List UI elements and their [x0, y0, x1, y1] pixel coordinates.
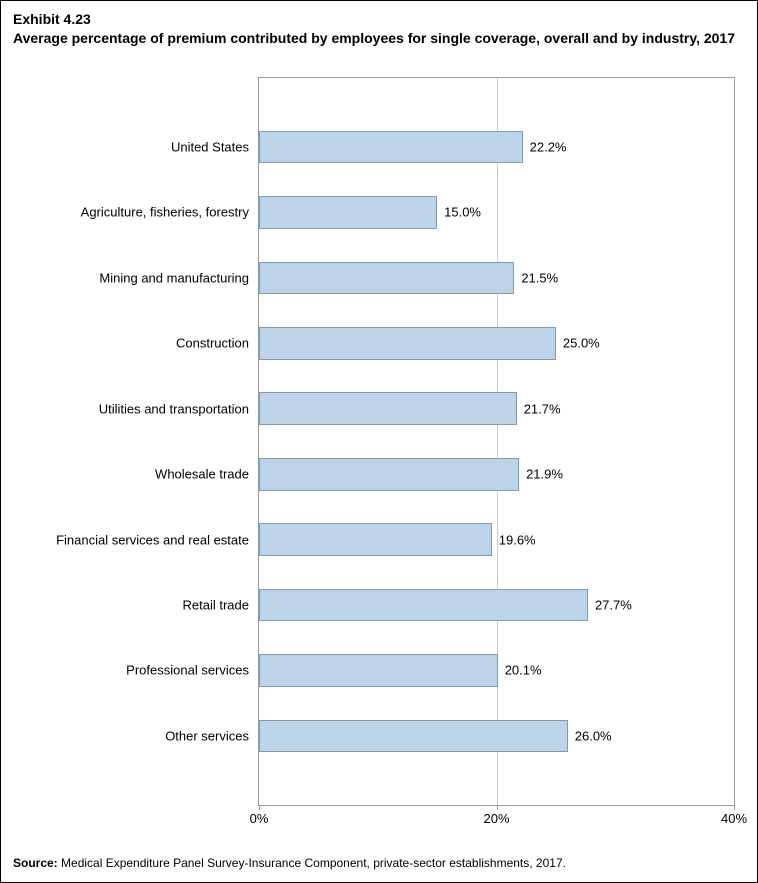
source-text: Medical Expenditure Panel Survey-Insuran…	[58, 856, 566, 870]
source-line: Source: Medical Expenditure Panel Survey…	[13, 856, 566, 870]
chart-area: 0% 20% 40% 22.2%United States 15.0%Agricultu…	[13, 77, 745, 834]
category-label: United States	[9, 140, 259, 155]
bar: 22.2%	[259, 131, 523, 164]
bar-row: 22.2%United States	[259, 131, 734, 164]
x-tick-label: 20%	[483, 805, 509, 826]
plot-box: 0%20%40%22.2%United States15.0%Agricultu…	[258, 77, 735, 806]
category-label: Professional services	[9, 663, 259, 678]
category-label: Retail trade	[9, 598, 259, 613]
bar-value-label: 20.1%	[497, 663, 542, 678]
bar-row: 21.5%Mining and manufacturing	[259, 262, 734, 295]
category-label: Agriculture, fisheries, forestry	[9, 205, 259, 220]
bar-value-label: 15.0%	[436, 205, 481, 220]
category-label: Other services	[9, 728, 259, 743]
bar: 27.7%	[259, 589, 588, 622]
x-tick-label: 0%	[250, 805, 269, 826]
category-label: Utilities and transportation	[9, 401, 259, 416]
bar-value-label: 19.6%	[491, 532, 536, 547]
category-label: Mining and manufacturing	[9, 270, 259, 285]
bar-value-label: 27.7%	[587, 598, 632, 613]
exhibit-container: Exhibit 4.23 Average percentage of premi…	[0, 0, 758, 883]
category-label: Wholesale trade	[9, 467, 259, 482]
bar-value-label: 22.2%	[522, 140, 567, 155]
bar: 26.0%	[259, 720, 568, 753]
bar-value-label: 21.9%	[518, 467, 563, 482]
header: Exhibit 4.23 Average percentage of premi…	[1, 1, 757, 55]
bar-row: 20.1%Professional services	[259, 654, 734, 687]
bar: 25.0%	[259, 327, 556, 360]
bar-value-label: 21.7%	[516, 401, 561, 416]
bar: 21.7%	[259, 392, 517, 425]
bar-value-label: 26.0%	[567, 728, 612, 743]
category-label: Construction	[9, 336, 259, 351]
bar-row: 25.0%Construction	[259, 327, 734, 360]
category-label: Financial services and real estate	[9, 532, 259, 547]
bar-row: 21.7%Utilities and transportation	[259, 392, 734, 425]
source-label: Source:	[13, 856, 58, 870]
bar-value-label: 25.0%	[555, 336, 600, 351]
bar-row: 21.9%Wholesale trade	[259, 458, 734, 491]
grid-line	[497, 78, 498, 805]
bar-row: 27.7%Retail trade	[259, 589, 734, 622]
bar: 21.5%	[259, 262, 514, 295]
bar-row: 15.0%Agriculture, fisheries, forestry	[259, 196, 734, 229]
bar: 20.1%	[259, 654, 498, 687]
bar-row: 19.6%Financial services and real estate	[259, 523, 734, 556]
bar: 15.0%	[259, 196, 437, 229]
bar: 21.9%	[259, 458, 519, 491]
bar-value-label: 21.5%	[513, 270, 558, 285]
chart-title: Average percentage of premium contribute…	[13, 29, 745, 47]
bar: 19.6%	[259, 523, 492, 556]
x-tick-label: 40%	[721, 805, 747, 826]
bar-row: 26.0%Other services	[259, 720, 734, 753]
exhibit-number: Exhibit 4.23	[13, 11, 745, 27]
